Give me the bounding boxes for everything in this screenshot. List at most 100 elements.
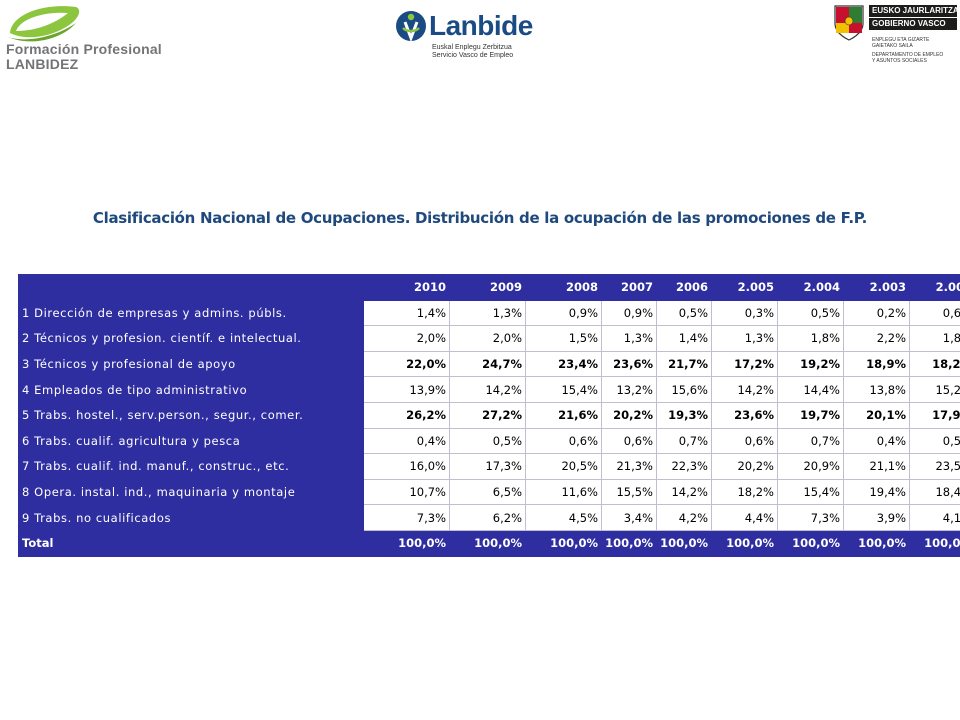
table-row: 6 Trabs. cualif. agricultura y pesca 0,4%…	[18, 427, 960, 455]
total-cell: 100,0%	[711, 529, 778, 557]
row-label: 6 Trabs. cualif. agricultura y pesca	[18, 427, 364, 455]
table-cell: 0,6%	[601, 427, 657, 455]
table-cell: 1,3%	[449, 299, 526, 327]
column-header-year: 2008	[525, 274, 602, 301]
table-cell: 17,2%	[711, 350, 778, 378]
table-row: 2 Técnicos y profesion. científ. e intel…	[18, 325, 960, 352]
table-cell: 23,4%	[525, 350, 602, 378]
table-cell: 0,3%	[711, 299, 778, 327]
gv-dept-eu-line1: ENPLEGU ETA GIZARTE	[872, 37, 930, 43]
occupation-distribution-table: 201020092008200720062.0052.0042.0032.002…	[18, 274, 960, 557]
gv-dept-es-line1: DEPARTAMENTO DE EMPLEO	[872, 52, 944, 58]
table-cell: 1,8%	[777, 325, 844, 352]
total-cell: 100,0%	[909, 529, 960, 557]
table-cell: 15,4%	[777, 478, 844, 506]
table-row: 8 Opera. instal. ind., maquinaria y mont…	[18, 478, 960, 506]
table-cell: 14,2%	[449, 376, 526, 403]
table-cell: 4,1%	[909, 504, 960, 531]
table-cell: 23,6%	[601, 350, 657, 378]
table-cell: 21,7%	[656, 350, 712, 378]
table-cell: 18,2%	[711, 478, 778, 506]
table-cell: 13,2%	[601, 376, 657, 403]
column-header-year: 2.003	[843, 274, 910, 301]
table-cell: 7,3%	[363, 504, 450, 531]
table-cell: 27,2%	[449, 401, 526, 429]
table-cell: 15,5%	[601, 478, 657, 506]
table-cell: 22,3%	[656, 453, 712, 480]
table-cell: 23,5%	[909, 453, 960, 480]
table-cell: 21,6%	[525, 401, 602, 429]
table-cell: 17,3%	[449, 453, 526, 480]
table-cell: 19,2%	[777, 350, 844, 378]
table-cell: 21,3%	[601, 453, 657, 480]
gv-band-gobierno-vasco: GOBIERNO VASCO	[869, 18, 957, 30]
table-cell: 24,7%	[449, 350, 526, 378]
table-row: 4 Empleados de tipo administrativo 13,9% 1…	[18, 376, 960, 403]
total-cell: 100,0%	[777, 529, 844, 557]
table-cell: 0,9%	[601, 299, 657, 327]
row-label: 7 Trabs. cualif. ind. manuf., construc.,…	[18, 453, 364, 480]
table-cell: 0,6%	[525, 427, 602, 455]
table-cell: 6,5%	[449, 478, 526, 506]
table-cell: 26,2%	[363, 401, 450, 429]
row-label: 9 Trabs. no cualificados	[18, 504, 364, 531]
column-header-year: 2.004	[777, 274, 844, 301]
table-cell: 20,5%	[525, 453, 602, 480]
table-cell: 1,8%	[909, 325, 960, 352]
table-cell: 20,1%	[843, 401, 910, 429]
table-cell: 3,9%	[843, 504, 910, 531]
table-cell: 18,4%	[909, 478, 960, 506]
total-cell: 100,0%	[449, 529, 526, 557]
column-header-year: 2007	[601, 274, 657, 301]
table-cell: 22,0%	[363, 350, 450, 378]
table-cell: 0,4%	[843, 427, 910, 455]
column-header-year: 2006	[656, 274, 712, 301]
table-cell: 0,5%	[449, 427, 526, 455]
total-label: Total	[18, 529, 364, 557]
table-cell: 18,9%	[843, 350, 910, 378]
table-row: 7 Trabs. cualif. ind. manuf., construc.,…	[18, 453, 960, 480]
table-cell: 19,4%	[843, 478, 910, 506]
table-cell: 21,1%	[843, 453, 910, 480]
header-label-cell	[18, 274, 364, 301]
lanbide-wordmark: Lanbide	[429, 10, 533, 41]
table-cell: 0,4%	[363, 427, 450, 455]
column-header-year: 2.005	[711, 274, 778, 301]
table-cell: 0,2%	[843, 299, 910, 327]
table-cell: 23,6%	[711, 401, 778, 429]
table-cell: 1,5%	[525, 325, 602, 352]
table-cell: 17,9%	[909, 401, 960, 429]
table-cell: 3,4%	[601, 504, 657, 531]
table-cell: 20,2%	[601, 401, 657, 429]
table-cell: 0,5%	[777, 299, 844, 327]
total-cell: 100,0%	[525, 529, 602, 557]
total-row: Total 100,0% 100,0% 100,0% 100,0% 100,0% 100,0…	[18, 529, 960, 557]
fp-logo-line2: LANBIDEZ	[6, 56, 79, 72]
table-cell: 14,4%	[777, 376, 844, 403]
table-cell: 7,3%	[777, 504, 844, 531]
table-cell: 0,6%	[909, 299, 960, 327]
column-header-year: 2009	[449, 274, 526, 301]
table-cell: 15,6%	[656, 376, 712, 403]
table-cell: 6,2%	[449, 504, 526, 531]
table-cell: 0,5%	[909, 427, 960, 455]
table-cell: 16,0%	[363, 453, 450, 480]
lanbide-subtitle-eu: Euskal Enplegu Zerbitzua	[432, 44, 512, 51]
table-cell: 10,7%	[363, 478, 450, 506]
row-label: 4 Empleados de tipo administrativo	[18, 376, 364, 403]
row-label: 1 Dirección de empresas y admins. públs.	[18, 299, 364, 327]
table-cell: 4,4%	[711, 504, 778, 531]
total-cell: 100,0%	[656, 529, 712, 557]
gv-band-eusko-jaurlaritza: EUSKO JAURLARITZA	[869, 5, 959, 17]
total-cell: 100,0%	[601, 529, 657, 557]
table-cell: 19,7%	[777, 401, 844, 429]
lanbide-logo: Lanbide Euskal Enplegu Zerbitzua Servici…	[395, 6, 533, 64]
table-cell: 0,6%	[711, 427, 778, 455]
table-cell: 13,9%	[363, 376, 450, 403]
table-cell: 0,9%	[525, 299, 602, 327]
lanbide-subtitle-es: Servicio Vasco de Empleo	[432, 52, 514, 59]
table-cell: 2,0%	[449, 325, 526, 352]
table-cell: 1,4%	[363, 299, 450, 327]
table-cell: 13,8%	[843, 376, 910, 403]
table-cell: 1,4%	[656, 325, 712, 352]
